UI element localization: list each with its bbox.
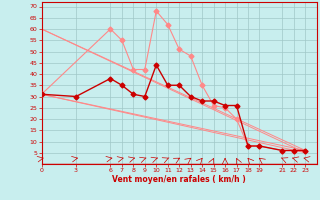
X-axis label: Vent moyen/en rafales ( km/h ): Vent moyen/en rafales ( km/h ): [112, 175, 246, 184]
